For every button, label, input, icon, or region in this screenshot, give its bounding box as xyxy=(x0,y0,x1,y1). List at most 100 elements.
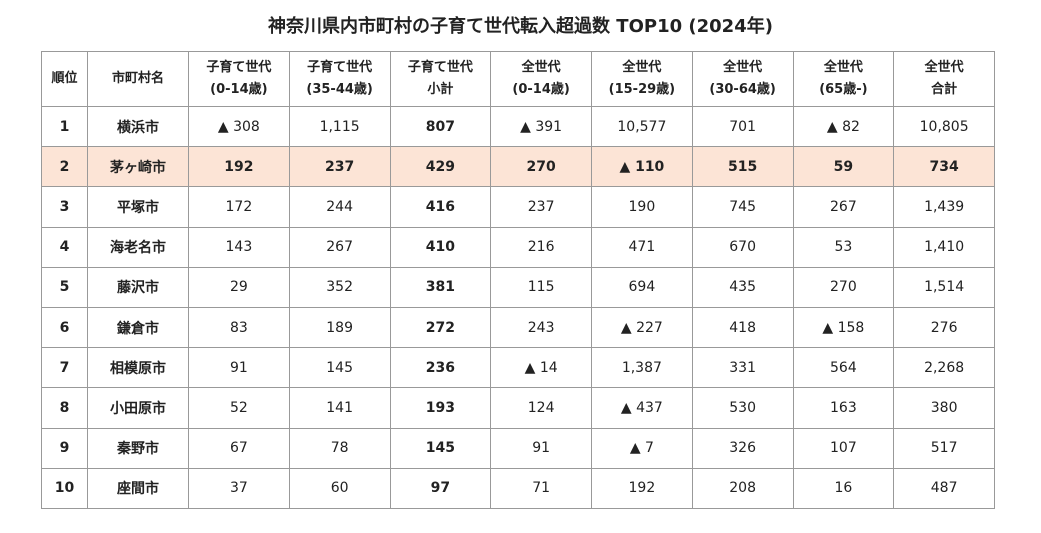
table-cell: 517 xyxy=(893,427,995,469)
header-line: (65歳-) xyxy=(819,82,868,97)
table-cell: 190 xyxy=(591,186,693,228)
header-line: 全世代 xyxy=(823,60,863,75)
table-cell: ▲ 82 xyxy=(792,105,895,148)
table-cell: 91 xyxy=(188,347,290,389)
table-cell: 471 xyxy=(591,226,693,268)
table-cell: 435 xyxy=(691,266,794,308)
table-cell: 1 xyxy=(41,105,88,148)
table-cell: 茅ヶ崎市 xyxy=(87,146,189,188)
table-cell: 97 xyxy=(389,467,492,509)
table-cell: ▲ 14 xyxy=(490,347,592,389)
header-line: (30-64歳) xyxy=(709,82,776,97)
table-cell: 29 xyxy=(188,266,290,308)
table-cell: 59 xyxy=(792,146,895,188)
table-cell: 2 xyxy=(41,146,88,188)
ranking-table: 順位 市町村名 子育て世代 (0-14歳) 子育て世代 (35-44歳) 子育て世代 小計 全世… xyxy=(41,51,995,509)
table-cell: 1,410 xyxy=(893,226,995,268)
table-cell: 鎌倉市 xyxy=(87,306,189,349)
table-cell: 530 xyxy=(691,387,794,429)
table-cell: 16 xyxy=(792,467,895,509)
table-cell: 267 xyxy=(792,186,895,228)
table-cell: ▲ 227 xyxy=(591,306,693,349)
header-cell: 市町村名 xyxy=(87,51,189,107)
title: 神奈川県内市町村の子育て世代転入超過数 TOP10 (2024年) xyxy=(268,16,773,37)
table-cell: 172 xyxy=(188,186,290,228)
table-cell: 藤沢市 xyxy=(87,266,189,308)
table-cell: 243 xyxy=(490,306,592,349)
table-cell: 107 xyxy=(792,427,895,469)
table-cell: 701 xyxy=(691,105,794,148)
header-row: 順位 市町村名 子育て世代 (0-14歳) 子育て世代 (35-44歳) 子育て世代 小計 全世… xyxy=(41,51,995,107)
table-cell: 416 xyxy=(389,186,492,228)
table-cell: 352 xyxy=(288,266,391,308)
table-cell: 2,268 xyxy=(893,347,995,389)
table-cell: 410 xyxy=(389,226,492,268)
table-cell: 1,387 xyxy=(591,347,693,389)
table-cell: 小田原市 xyxy=(87,387,189,429)
table-cell: 145 xyxy=(288,347,391,389)
table-cell: 91 xyxy=(490,427,592,469)
table-cell: 3 xyxy=(41,186,88,228)
table-row: 4 海老名市 143 267 410 216 471 670 53 1,410 xyxy=(41,226,995,268)
header-line: (15-29歳) xyxy=(608,82,676,97)
table-cell: 270 xyxy=(792,266,895,308)
table-row: 9 秦野市 67 78 145 91 ▲ 7 326 107 517 xyxy=(41,427,995,469)
header-line: 全世代 xyxy=(622,60,662,75)
table-cell: 487 xyxy=(893,467,995,509)
header-cell: 子育て世代 小計 xyxy=(389,51,492,107)
table-cell: 相模原市 xyxy=(87,347,189,389)
header-line: 子育て世代 xyxy=(206,60,272,75)
table-cell: 331 xyxy=(691,347,794,389)
table-cell: 124 xyxy=(490,387,592,429)
table-cell: 海老名市 xyxy=(87,226,189,268)
table-cell: 141 xyxy=(288,387,391,429)
table-cell: 237 xyxy=(490,186,592,228)
table-cell: ▲ 110 xyxy=(591,146,693,188)
table-cell: 326 xyxy=(691,427,794,469)
table-cell: ▲ 391 xyxy=(490,105,592,148)
table-cell: 10,805 xyxy=(893,105,995,148)
table-cell: 270 xyxy=(490,146,592,188)
table-cell: 5 xyxy=(41,266,88,308)
table-cell: 807 xyxy=(389,105,492,148)
header-line: (0-14歳) xyxy=(512,82,570,97)
table-cell: 163 xyxy=(792,387,895,429)
table-cell: 8 xyxy=(41,387,88,429)
table-cell: 9 xyxy=(41,427,88,469)
header-cell: 全世代 (65歳-) xyxy=(792,51,895,107)
table-cell: 143 xyxy=(188,226,290,268)
table-cell: 60 xyxy=(288,467,391,509)
table-cell: 267 xyxy=(288,226,391,268)
table-cell: 429 xyxy=(389,146,492,188)
table-cell: 380 xyxy=(893,387,995,429)
table-cell: 平塚市 xyxy=(87,186,189,228)
table-cell: 418 xyxy=(691,306,794,349)
table-body: 1 横浜市 ▲ 308 1,115 807 ▲ 391 10,577 701 ▲ 82 10,80… xyxy=(41,105,995,509)
table-cell: 71 xyxy=(490,467,592,509)
table-cell: 座間市 xyxy=(87,467,189,509)
table-cell: 6 xyxy=(41,306,88,349)
table-row: 3 平塚市 172 244 416 237 190 745 267 1,439 xyxy=(41,186,995,228)
table-row: 10 座間市 37 60 97 71 192 208 16 487 xyxy=(41,467,995,509)
table-cell: 515 xyxy=(691,146,794,188)
table-cell: 244 xyxy=(288,186,391,228)
header-line: 全世代 xyxy=(723,60,763,75)
header-line: 全世代 xyxy=(521,60,561,75)
table-cell: 横浜市 xyxy=(87,105,189,148)
table-cell: 秦野市 xyxy=(87,427,189,469)
table-cell: 694 xyxy=(591,266,693,308)
table-row: 8 小田原市 52 141 193 124 ▲ 437 530 163 380 xyxy=(41,387,995,429)
table-cell: 237 xyxy=(288,146,391,188)
header-cell: 順位 xyxy=(41,51,88,107)
header-line: (0-14歳) xyxy=(210,82,268,97)
table-cell: 734 xyxy=(893,146,995,188)
table-cell: 115 xyxy=(490,266,592,308)
table-cell: 276 xyxy=(893,306,995,349)
table-cell: 52 xyxy=(188,387,290,429)
header-cell: 全世代 (30-64歳) xyxy=(691,51,794,107)
table-cell: 1,439 xyxy=(893,186,995,228)
table-cell: 10,577 xyxy=(591,105,693,148)
table-cell: 1,115 xyxy=(288,105,391,148)
table-cell: 381 xyxy=(389,266,492,308)
table-cell: 236 xyxy=(389,347,492,389)
